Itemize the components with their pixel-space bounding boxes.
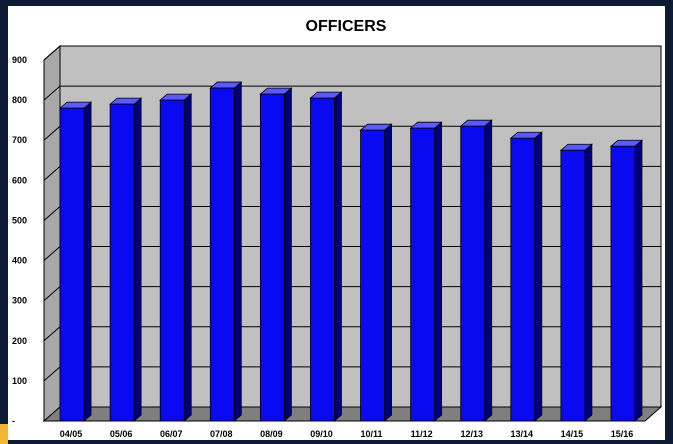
gridline-side: [43, 286, 61, 302]
bar: [309, 91, 343, 422]
bar: [409, 121, 443, 422]
chart-title: OFFICERS: [306, 18, 387, 35]
y-tick-label: 600: [12, 175, 27, 185]
bar-side: [534, 131, 543, 422]
y-tick-label: 400: [12, 256, 27, 266]
bar: [209, 81, 243, 422]
gridline-side: [43, 45, 61, 61]
gridline-side: [43, 165, 61, 181]
bar-side: [334, 91, 342, 422]
x-tick-label: 06/07: [160, 429, 183, 439]
x-tick-label: 15/16: [611, 429, 634, 439]
bar: [159, 93, 193, 422]
bar-front: [109, 103, 135, 422]
bar-side: [384, 123, 392, 422]
y-tick-label: 200: [12, 336, 27, 346]
bar-front: [460, 125, 486, 422]
plot-side-wall: [43, 44, 61, 423]
x-tick-label: 05/06: [110, 429, 133, 439]
x-tick-label: 07/08: [210, 429, 233, 439]
bars: [58, 81, 644, 422]
y-tick-label: -: [12, 416, 15, 426]
chart-area: OFFICERS - 100 200 300 400 500 600 700 800 900 04…: [8, 6, 665, 440]
x-tick-label: 10/11: [361, 429, 383, 439]
y-tick-label: 900: [12, 55, 27, 65]
bar-front: [360, 129, 385, 422]
gridline-side: [43, 85, 61, 101]
bar-front: [209, 87, 235, 422]
gridline-side: [43, 246, 61, 261]
bar: [359, 123, 393, 422]
bar-side: [584, 143, 593, 422]
y-tick-label: 800: [12, 95, 27, 105]
x-tick-label: 12/13: [460, 429, 483, 439]
bar-side: [233, 81, 242, 422]
bar-front: [610, 145, 636, 422]
gridline-side: [43, 366, 61, 382]
x-axis: 04/05 05/06 06/07 07/08 08/09 09/10 10/11 11/12…: [60, 429, 633, 439]
x-tick-label: 09/10: [310, 429, 333, 439]
gridline-side: [43, 125, 61, 141]
bar-side: [634, 139, 643, 422]
bar-front: [259, 93, 285, 422]
y-tick-label: 300: [12, 296, 27, 306]
y-tick-label: 700: [12, 135, 27, 145]
bar-front: [159, 99, 185, 422]
x-tick-label: 13/14: [511, 429, 534, 439]
x-tick-label: 08/09: [260, 429, 283, 439]
bar-side: [183, 93, 192, 422]
bar-side: [83, 101, 92, 422]
bar-front: [310, 97, 335, 422]
y-tick-label: 500: [12, 215, 27, 225]
bar: [109, 97, 143, 422]
bar-front: [410, 127, 436, 422]
bar: [459, 119, 493, 422]
bar: [609, 139, 644, 422]
bar-side: [484, 119, 493, 422]
gridline-side: [43, 206, 61, 221]
bar-side: [434, 121, 443, 422]
y-tick-label: 100: [12, 376, 27, 386]
bar-front: [59, 107, 85, 422]
bar-front: [510, 137, 536, 422]
x-tick-label: 11/12: [411, 429, 433, 439]
bar-side: [283, 87, 292, 422]
y-axis: - 100 200 300 400 500 600 700 800 900: [12, 55, 27, 426]
bar-front: [560, 149, 586, 422]
x-tick-label: 04/05: [60, 429, 83, 439]
bar: [509, 131, 543, 422]
plot-floor: [42, 406, 663, 422]
bar: [259, 87, 293, 422]
bar: [559, 143, 593, 422]
bar-side: [133, 97, 142, 422]
x-tick-label: 14/15: [561, 429, 584, 439]
gridline-side: [43, 326, 61, 342]
bar: [58, 101, 93, 422]
accent-bar: [0, 424, 8, 444]
officers-bar-chart: OFFICERS - 100 200 300 400 500 600 700 800 900 04…: [12, 18, 663, 439]
